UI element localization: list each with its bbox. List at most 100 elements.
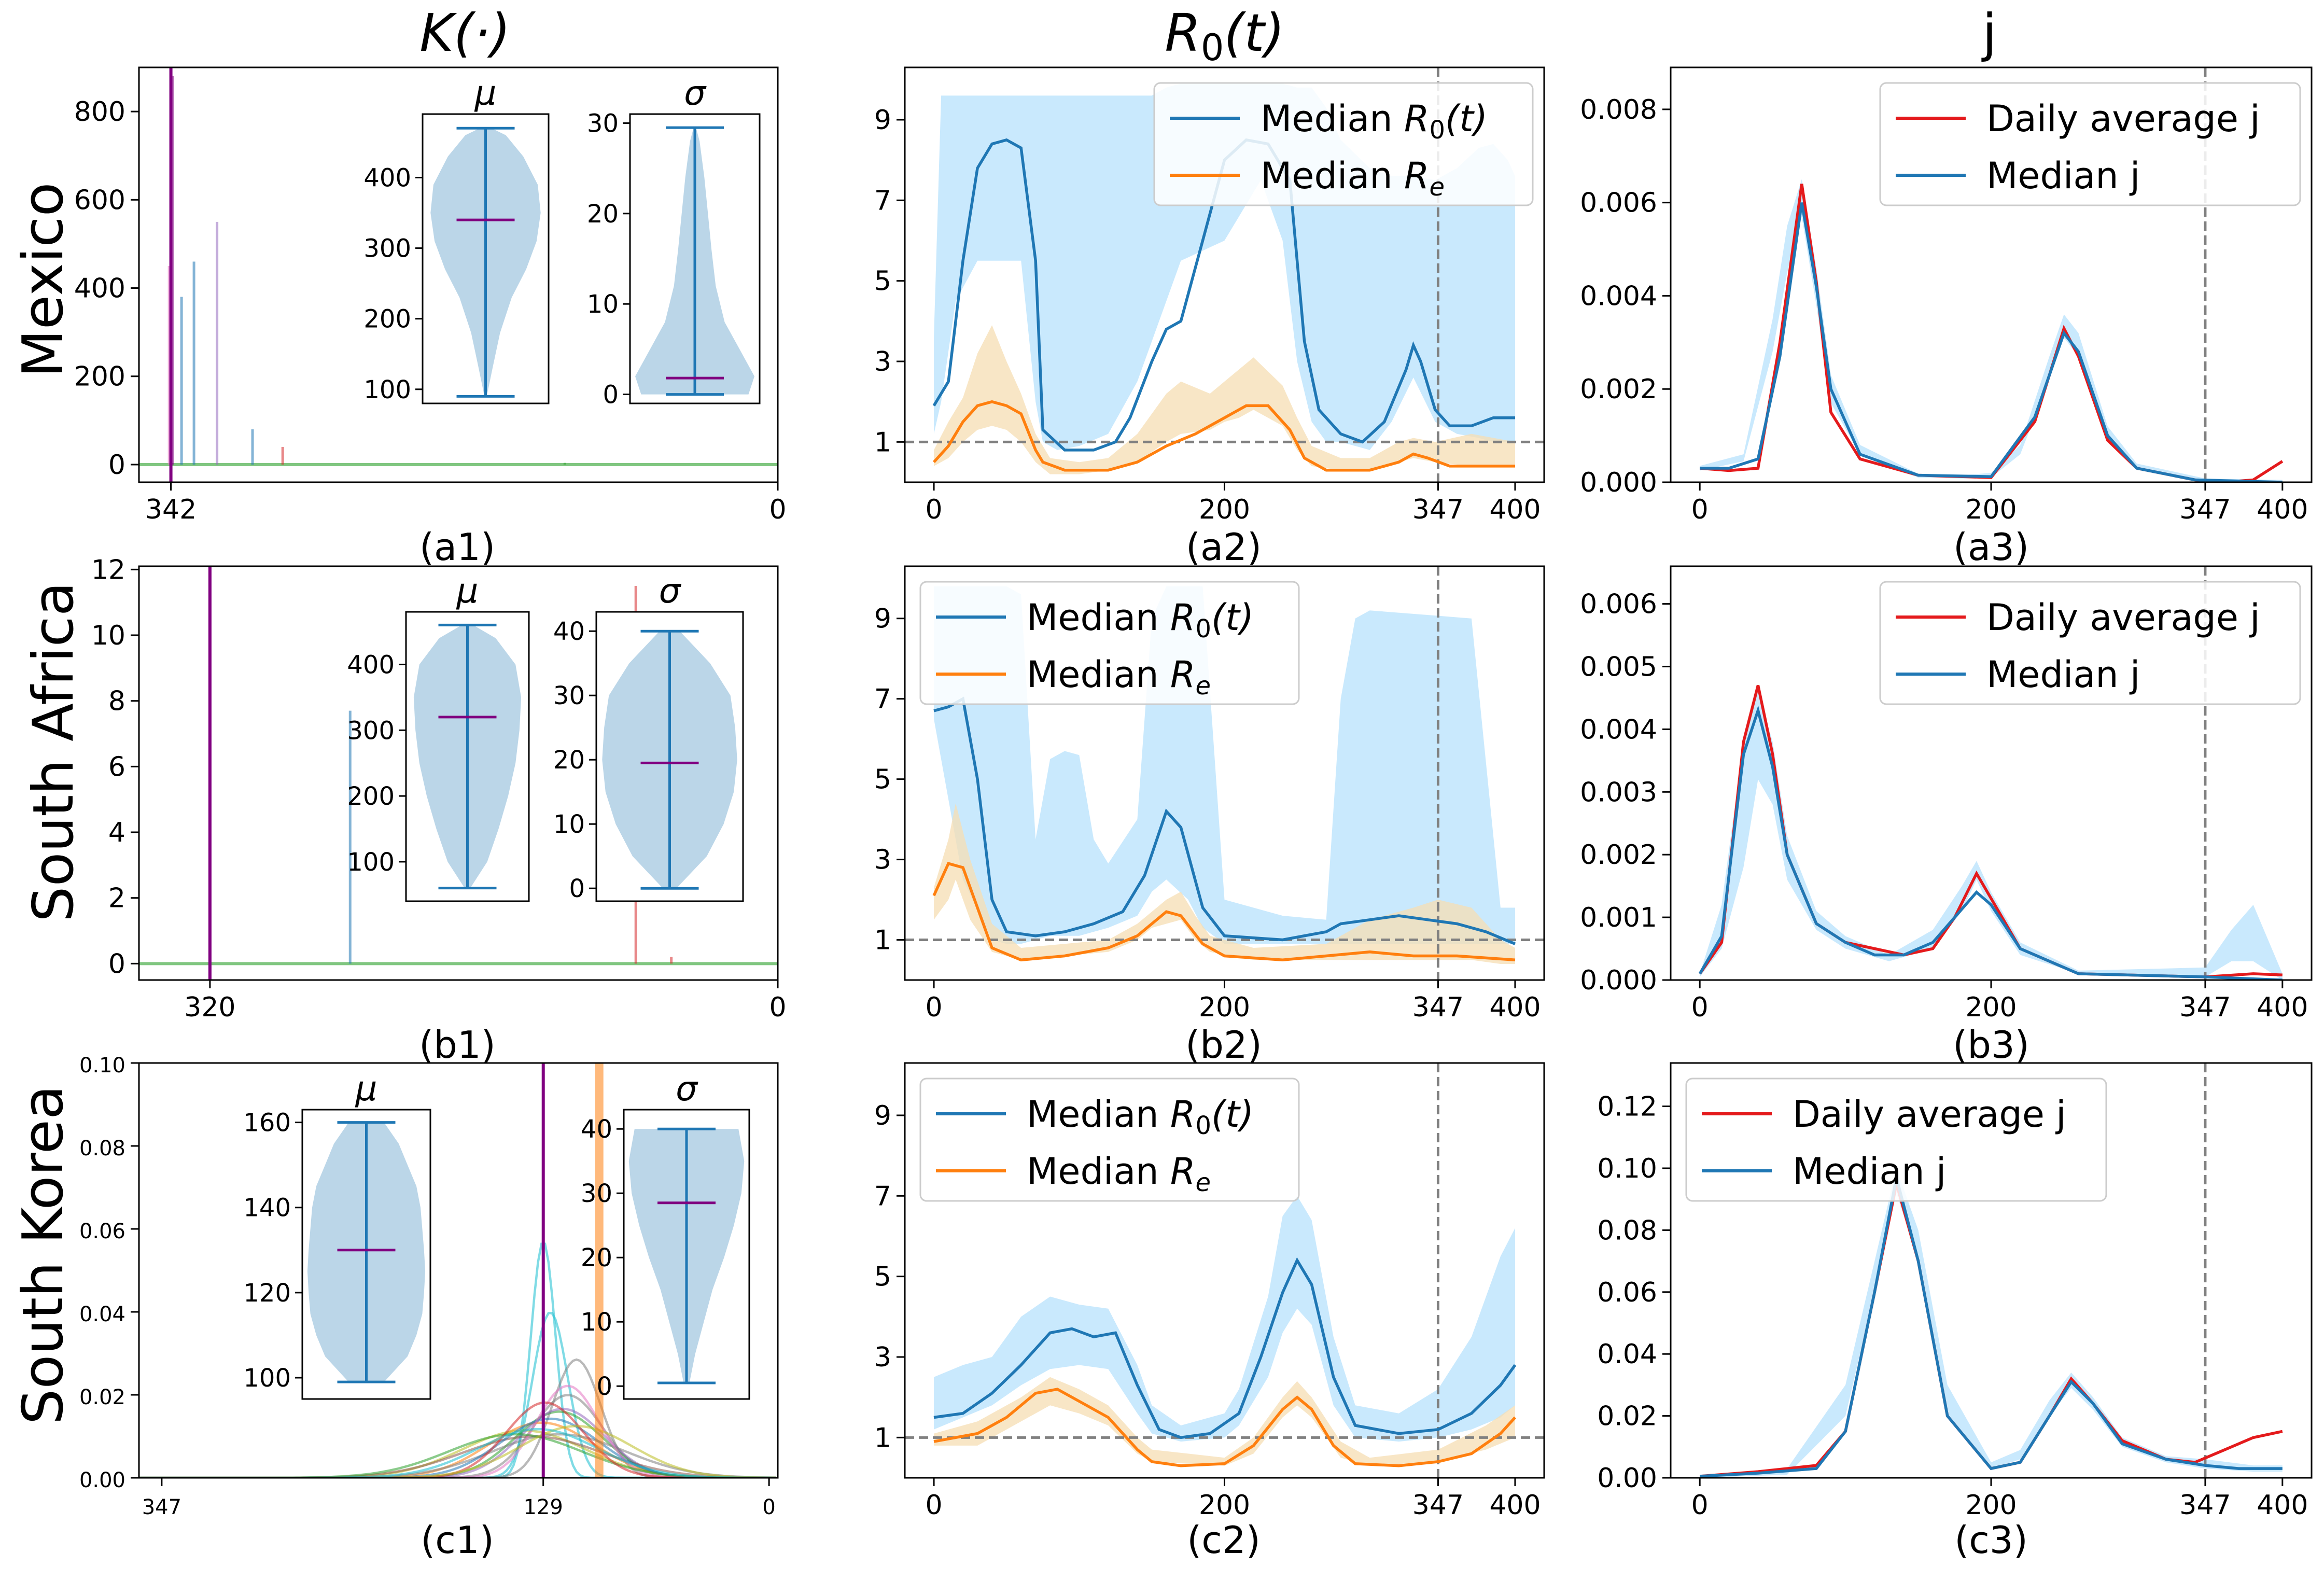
panel-label-a2: (a2) — [1186, 525, 1262, 569]
panel-b3: 0 200 347 400 0.000 0.001 0.002 0.003 0.004 0.005… — [1580, 565, 2313, 1023]
x-tick-label: 400 — [2257, 992, 2308, 1023]
median-r0-line — [933, 696, 1516, 945]
x-tick-label: 347 — [1412, 494, 1464, 525]
legend-text: Median — [1261, 155, 1404, 197]
legend-subscript: e — [1430, 173, 1445, 202]
y-tick-label: 0.006 — [1580, 188, 1657, 219]
x-tick-label: 400 — [1489, 1490, 1541, 1521]
panel-label-a1: (a1) — [419, 525, 495, 569]
y-tick-label: 0.008 — [1580, 94, 1657, 125]
col-title-r0: R0(t) — [1165, 3, 1284, 69]
inset-tick-label: 40 — [581, 1115, 612, 1144]
y-tick-label: 0 — [108, 948, 125, 980]
y-tick-label: 0.003 — [1580, 777, 1657, 808]
inset-tick-label: 30 — [581, 1179, 612, 1208]
legend: Daily average j Median j — [1879, 581, 2301, 705]
inset-tick-label: 0 — [596, 1372, 612, 1401]
inset-tick-label: 160 — [243, 1109, 291, 1138]
col-title-r0-symbol: R — [1165, 3, 1200, 63]
median-re-line — [932, 862, 1516, 962]
inset-tick-label: 200 — [347, 782, 395, 811]
x-tick-label: 0 — [1691, 992, 1709, 1023]
inset-title: μ — [456, 571, 479, 611]
y-tick-label: 0.06 — [1597, 1277, 1657, 1308]
legend-tail: (t) — [1211, 596, 1254, 639]
legend-symbol: R — [1170, 596, 1196, 639]
legend-subscript: e — [1196, 1168, 1211, 1197]
median-r0-line — [933, 1257, 1517, 1439]
inset-tick-label: 300 — [363, 234, 411, 263]
re-credible-band — [934, 325, 1515, 474]
y-tick-label: 1 — [874, 1422, 891, 1453]
y-tick-label: 9 — [874, 105, 891, 136]
y-tick-label: 0.000 — [1580, 467, 1657, 498]
col-title-r0-sub: 0 — [1201, 26, 1224, 69]
re-credible-band — [934, 1377, 1515, 1466]
y-tick-label: 0.02 — [79, 1386, 125, 1409]
legend-subscript: 0 — [1430, 116, 1446, 145]
inset-violin-sigma: 0 10 20 30 40 σ — [581, 1069, 750, 1401]
y-tick-label: 9 — [874, 604, 891, 635]
y-tick-label: 0.000 — [1580, 965, 1657, 996]
legend-symbol: R — [1170, 653, 1196, 696]
y-tick-label: 0.005 — [1580, 651, 1657, 682]
x-tick-label: 320 — [184, 992, 235, 1023]
legend-label-median-j: Median j — [1986, 653, 2140, 696]
legend: Daily average j Median j — [1685, 1078, 2107, 1202]
panel-label-b2: (b2) — [1185, 1023, 1262, 1067]
y-tick-label: 5 — [874, 1262, 891, 1293]
inset-title: σ — [676, 1069, 698, 1109]
legend: Median R0(t)Median Re — [1153, 82, 1534, 206]
legend-box — [1153, 82, 1534, 206]
x-tick-label: 200 — [1199, 1490, 1250, 1521]
inset-tick-label: 100 — [363, 375, 411, 404]
plot-area-b3 — [1698, 566, 2283, 980]
inset-tick-label: 100 — [243, 1364, 291, 1393]
x-tick-label: 200 — [1965, 494, 2017, 525]
y-tick-label: 0.04 — [79, 1303, 125, 1326]
legend-symbol: R — [1170, 1150, 1196, 1193]
kernel-curve — [139, 1433, 776, 1478]
re-credible-band — [934, 803, 1515, 964]
inset-tick-label: 30 — [587, 109, 619, 138]
y-tick-label: 0.10 — [1597, 1153, 1657, 1184]
panel-c3: 0 200 347 400 0.00 0.02 0.04 0.06 0.08 0.10 0.12 Da… — [1597, 1062, 2313, 1521]
x-tick-label: 347 — [142, 1495, 181, 1519]
col-title-r0-tail: (t) — [1224, 3, 1284, 63]
kernel-curve — [139, 1425, 776, 1478]
y-tick-label: 400 — [74, 273, 125, 304]
row-labels: Mexico South Africa South Korea — [11, 182, 86, 1424]
panel-labels: (a1) (a2) (a3) (b1) (b2) (b3) (c1) (c2) … — [419, 525, 2029, 1562]
legend-label-daily-average-j: Daily average j — [1793, 1093, 2066, 1136]
median-j-line — [1698, 705, 2283, 980]
panel-label-b3: (b3) — [1953, 1023, 2029, 1067]
panel-label-c2: (c2) — [1187, 1518, 1261, 1562]
col-title-kernel: K(·) — [419, 3, 510, 63]
y-tick-label: 8 — [108, 686, 125, 717]
x-tick-label: 342 — [145, 494, 197, 525]
y-tick-label: 0 — [108, 450, 125, 481]
kernel-curve — [139, 1435, 776, 1478]
y-tick-label: 0.02 — [1597, 1401, 1657, 1432]
x-tick-label: 347 — [1412, 1490, 1464, 1521]
legend-subscript: 0 — [1196, 1111, 1212, 1140]
inset-title: μ — [474, 73, 497, 113]
y-tick-label: 0.006 — [1580, 589, 1657, 620]
x-tick-label: 347 — [2179, 494, 2231, 525]
x-tick-label: 200 — [1199, 992, 1250, 1023]
x-tick-label: 400 — [1489, 494, 1541, 525]
panel-b1: 320 0 0 2 4 6 8 10 12 100 200 300 400 μ 0 10 20 30 40 σ — [91, 554, 787, 1023]
legend-subscript: e — [1196, 671, 1211, 701]
median-j-line — [1700, 202, 2283, 482]
x-tick-label: 347 — [2179, 1490, 2231, 1521]
daily-average-j-line — [1699, 1183, 2283, 1478]
x-tick-label: 347 — [1412, 992, 1464, 1023]
legend-subscript: 0 — [1196, 614, 1212, 643]
y-tick-label: 0.08 — [1597, 1215, 1657, 1246]
x-tick-label: 400 — [2257, 1490, 2308, 1521]
j-credible-band — [1700, 691, 2283, 980]
plot-area-c3 — [1699, 1063, 2283, 1478]
legend-label-daily-average-j: Daily average j — [1986, 596, 2260, 639]
